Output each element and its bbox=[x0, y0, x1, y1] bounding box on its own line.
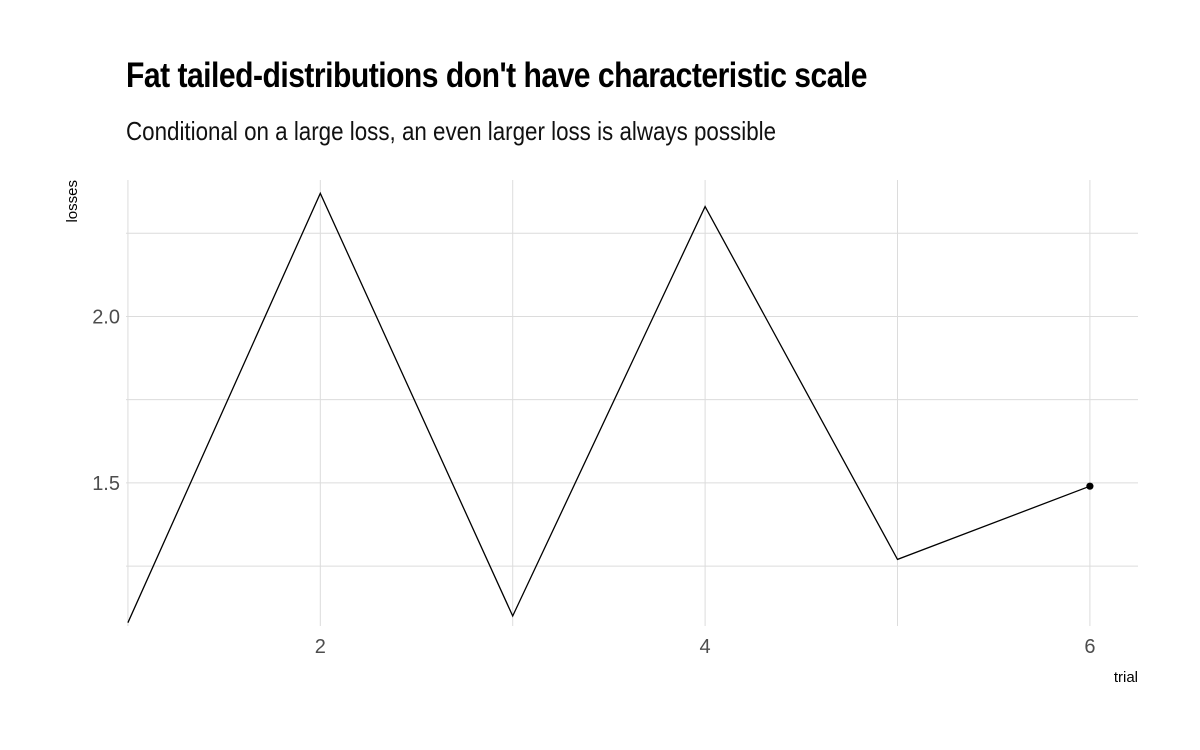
series-layer bbox=[127, 191, 1094, 623]
x-tick-label: 2 bbox=[315, 636, 326, 658]
x-tick-label: 6 bbox=[1084, 636, 1095, 658]
x-axis-title: trial bbox=[1114, 669, 1138, 686]
x-tick-label: 4 bbox=[700, 636, 711, 658]
tick-labels: 2 4 6 1.5 2.0 bbox=[92, 306, 1095, 658]
chart-subtitle: Conditional on a large loss, an even lar… bbox=[126, 116, 777, 146]
y-tick-label: 2.0 bbox=[92, 306, 120, 328]
y-tick-label: 1.5 bbox=[92, 473, 120, 495]
y-axis-title: losses bbox=[64, 180, 81, 223]
grid-lines bbox=[126, 180, 1138, 626]
end-point-marker bbox=[1086, 482, 1094, 490]
chart-title: Fat tailed-distributions don't have char… bbox=[126, 56, 868, 95]
series-line bbox=[127, 191, 1091, 623]
